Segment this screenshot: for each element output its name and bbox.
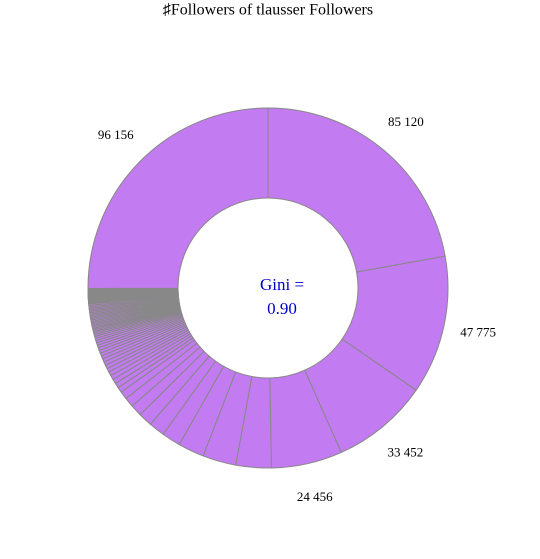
donut-segment xyxy=(267,107,446,273)
center-label: 0.90 xyxy=(267,299,297,318)
donut-segment xyxy=(87,107,269,289)
data-label: 24 456 xyxy=(297,489,333,504)
data-label: 33 452 xyxy=(388,444,424,459)
data-label: 85 120 xyxy=(388,114,424,129)
center-label: Gini = xyxy=(260,275,304,294)
chart-title: ♯Followers of tlausser Followers xyxy=(163,2,373,19)
data-label: 47 775 xyxy=(460,324,496,339)
data-label: 96 156 xyxy=(98,127,134,142)
